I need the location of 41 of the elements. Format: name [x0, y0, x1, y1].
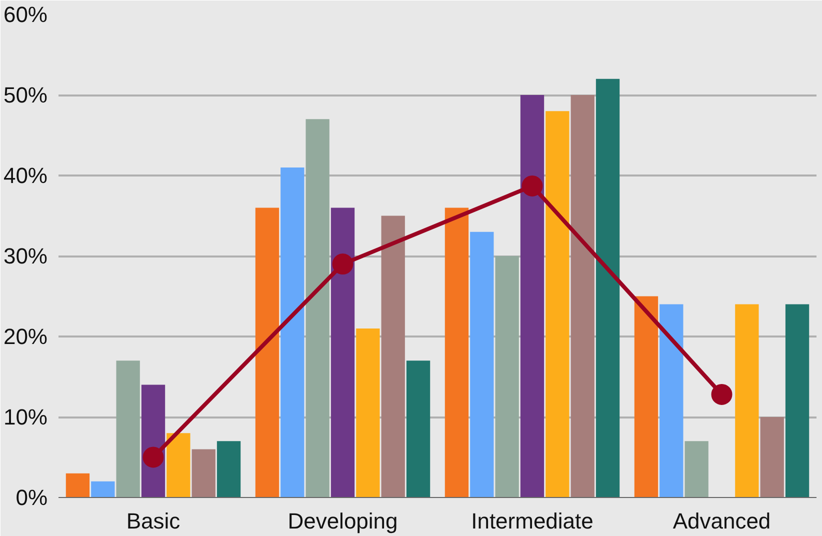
bar	[444, 208, 469, 498]
bar	[306, 119, 330, 498]
bar	[356, 328, 380, 498]
bar	[660, 304, 684, 498]
bar	[735, 304, 759, 498]
point	[711, 384, 732, 405]
x-tick-label: Intermediate	[471, 508, 594, 534]
x-tick-label: Basic	[126, 508, 180, 534]
point	[522, 175, 543, 196]
bar	[546, 111, 570, 498]
bar	[495, 256, 519, 498]
y-tick-label: 20%	[3, 324, 48, 349]
bar	[570, 95, 594, 498]
bar	[116, 360, 140, 498]
bar	[406, 360, 430, 498]
x-tick-label: Advanced	[672, 508, 771, 534]
bar	[280, 167, 304, 498]
bar	[192, 449, 216, 498]
bar	[381, 216, 405, 498]
bar	[684, 441, 708, 498]
bar	[596, 78, 620, 498]
y-tick-label: 0%	[16, 485, 48, 510]
bar	[66, 473, 90, 498]
y-tick-label: 30%	[3, 244, 48, 268]
bar	[330, 208, 355, 498]
bar	[166, 433, 190, 498]
bar	[785, 304, 810, 498]
bar	[470, 232, 494, 498]
y-tick-label: 60%	[3, 2, 48, 27]
point	[142, 446, 164, 468]
bar	[216, 441, 241, 498]
bar	[255, 208, 280, 498]
y-tick-label: 40%	[3, 163, 48, 188]
y-tick-label: 10%	[3, 404, 48, 430]
bar	[634, 296, 658, 498]
x-tick-label: Developing	[288, 508, 398, 534]
bar	[760, 417, 784, 498]
point	[332, 254, 354, 275]
bar	[520, 95, 544, 498]
y-tick-label: 50%	[3, 82, 48, 108]
bar	[91, 481, 115, 498]
